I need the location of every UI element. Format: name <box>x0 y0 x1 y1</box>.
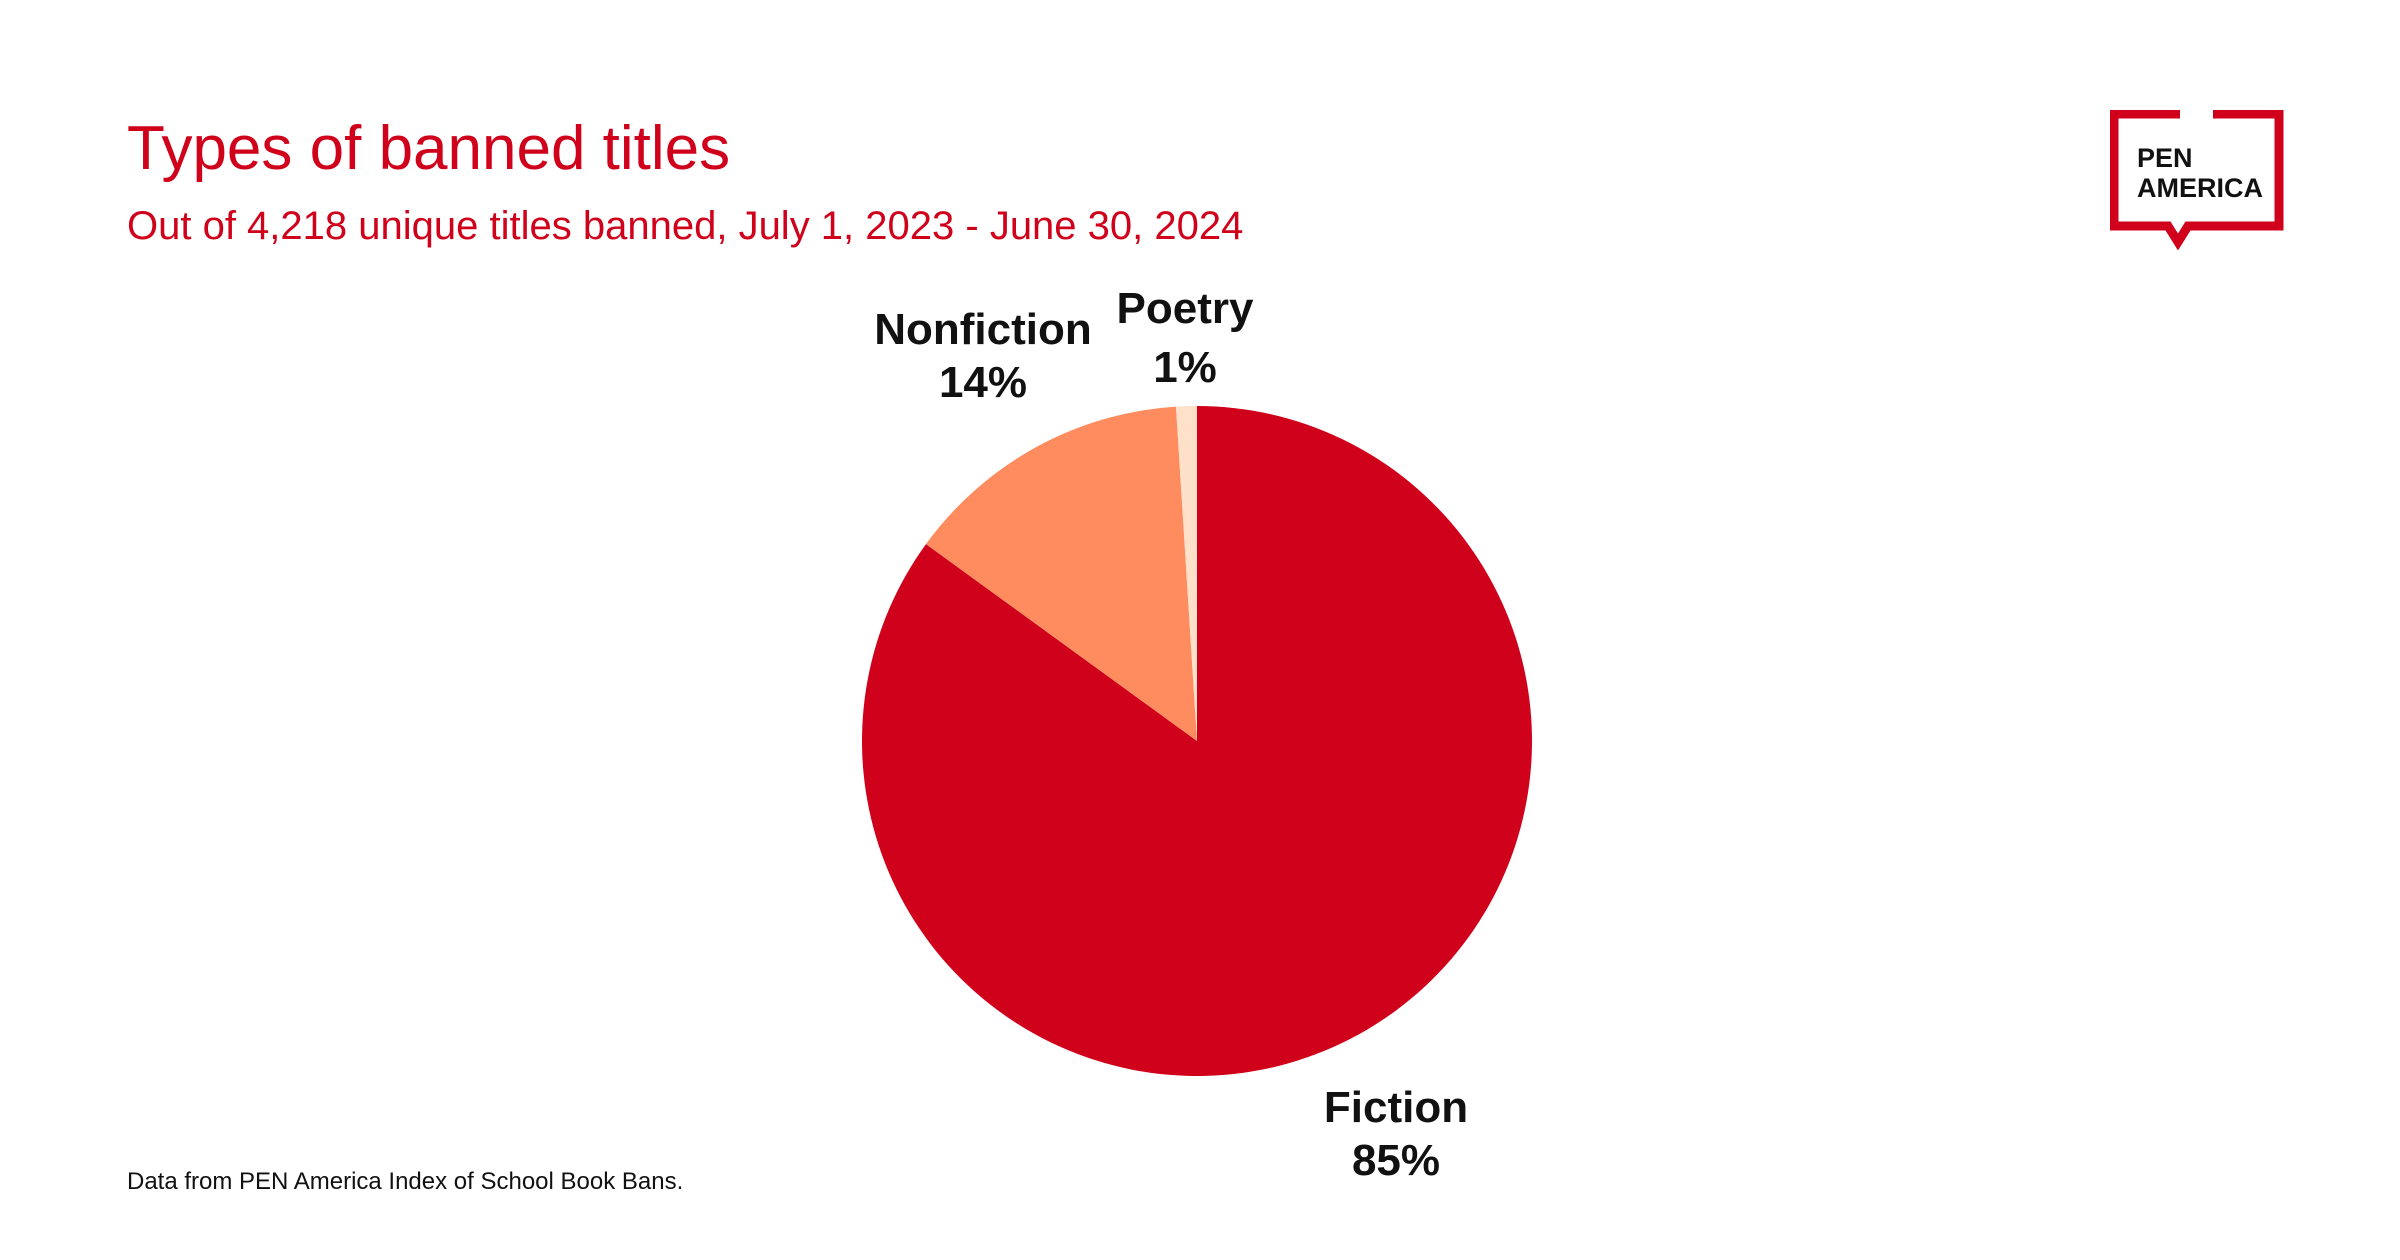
slice-label-poetry-name: Poetry <box>1117 284 1254 333</box>
pie-slices <box>861 406 1533 1076</box>
pen-america-logo-icon <box>2110 110 2284 250</box>
logo-line-2: AMERICA <box>2137 173 2263 204</box>
pie-slice-poetry <box>1175 406 1197 741</box>
source-note: Data from PEN America Index of School Bo… <box>127 1168 684 1195</box>
page-title: Types of banned titles <box>127 114 731 183</box>
page-subtitle: Out of 4,218 unique titles banned, July … <box>127 204 1244 248</box>
logo-line-1: PEN <box>2137 143 2193 173</box>
slice-label-nonfiction: Nonfiction 14% <box>874 305 1092 407</box>
slice-label-nonfiction-value: 14% <box>939 358 1027 407</box>
slice-label-fiction: Fiction 85% <box>1324 1083 1468 1185</box>
slice-label-fiction-name: Fiction <box>1324 1083 1468 1132</box>
slice-label-poetry: Poetry 1% <box>1117 284 1254 392</box>
slice-label-fiction-value: 85% <box>1352 1136 1440 1185</box>
pen-america-logo-text: PEN AMERICA <box>2137 143 2263 203</box>
pie-slice-nonfiction <box>925 406 1197 741</box>
slice-label-nonfiction-name: Nonfiction <box>874 305 1092 354</box>
slice-label-poetry-value: 1% <box>1153 343 1217 392</box>
